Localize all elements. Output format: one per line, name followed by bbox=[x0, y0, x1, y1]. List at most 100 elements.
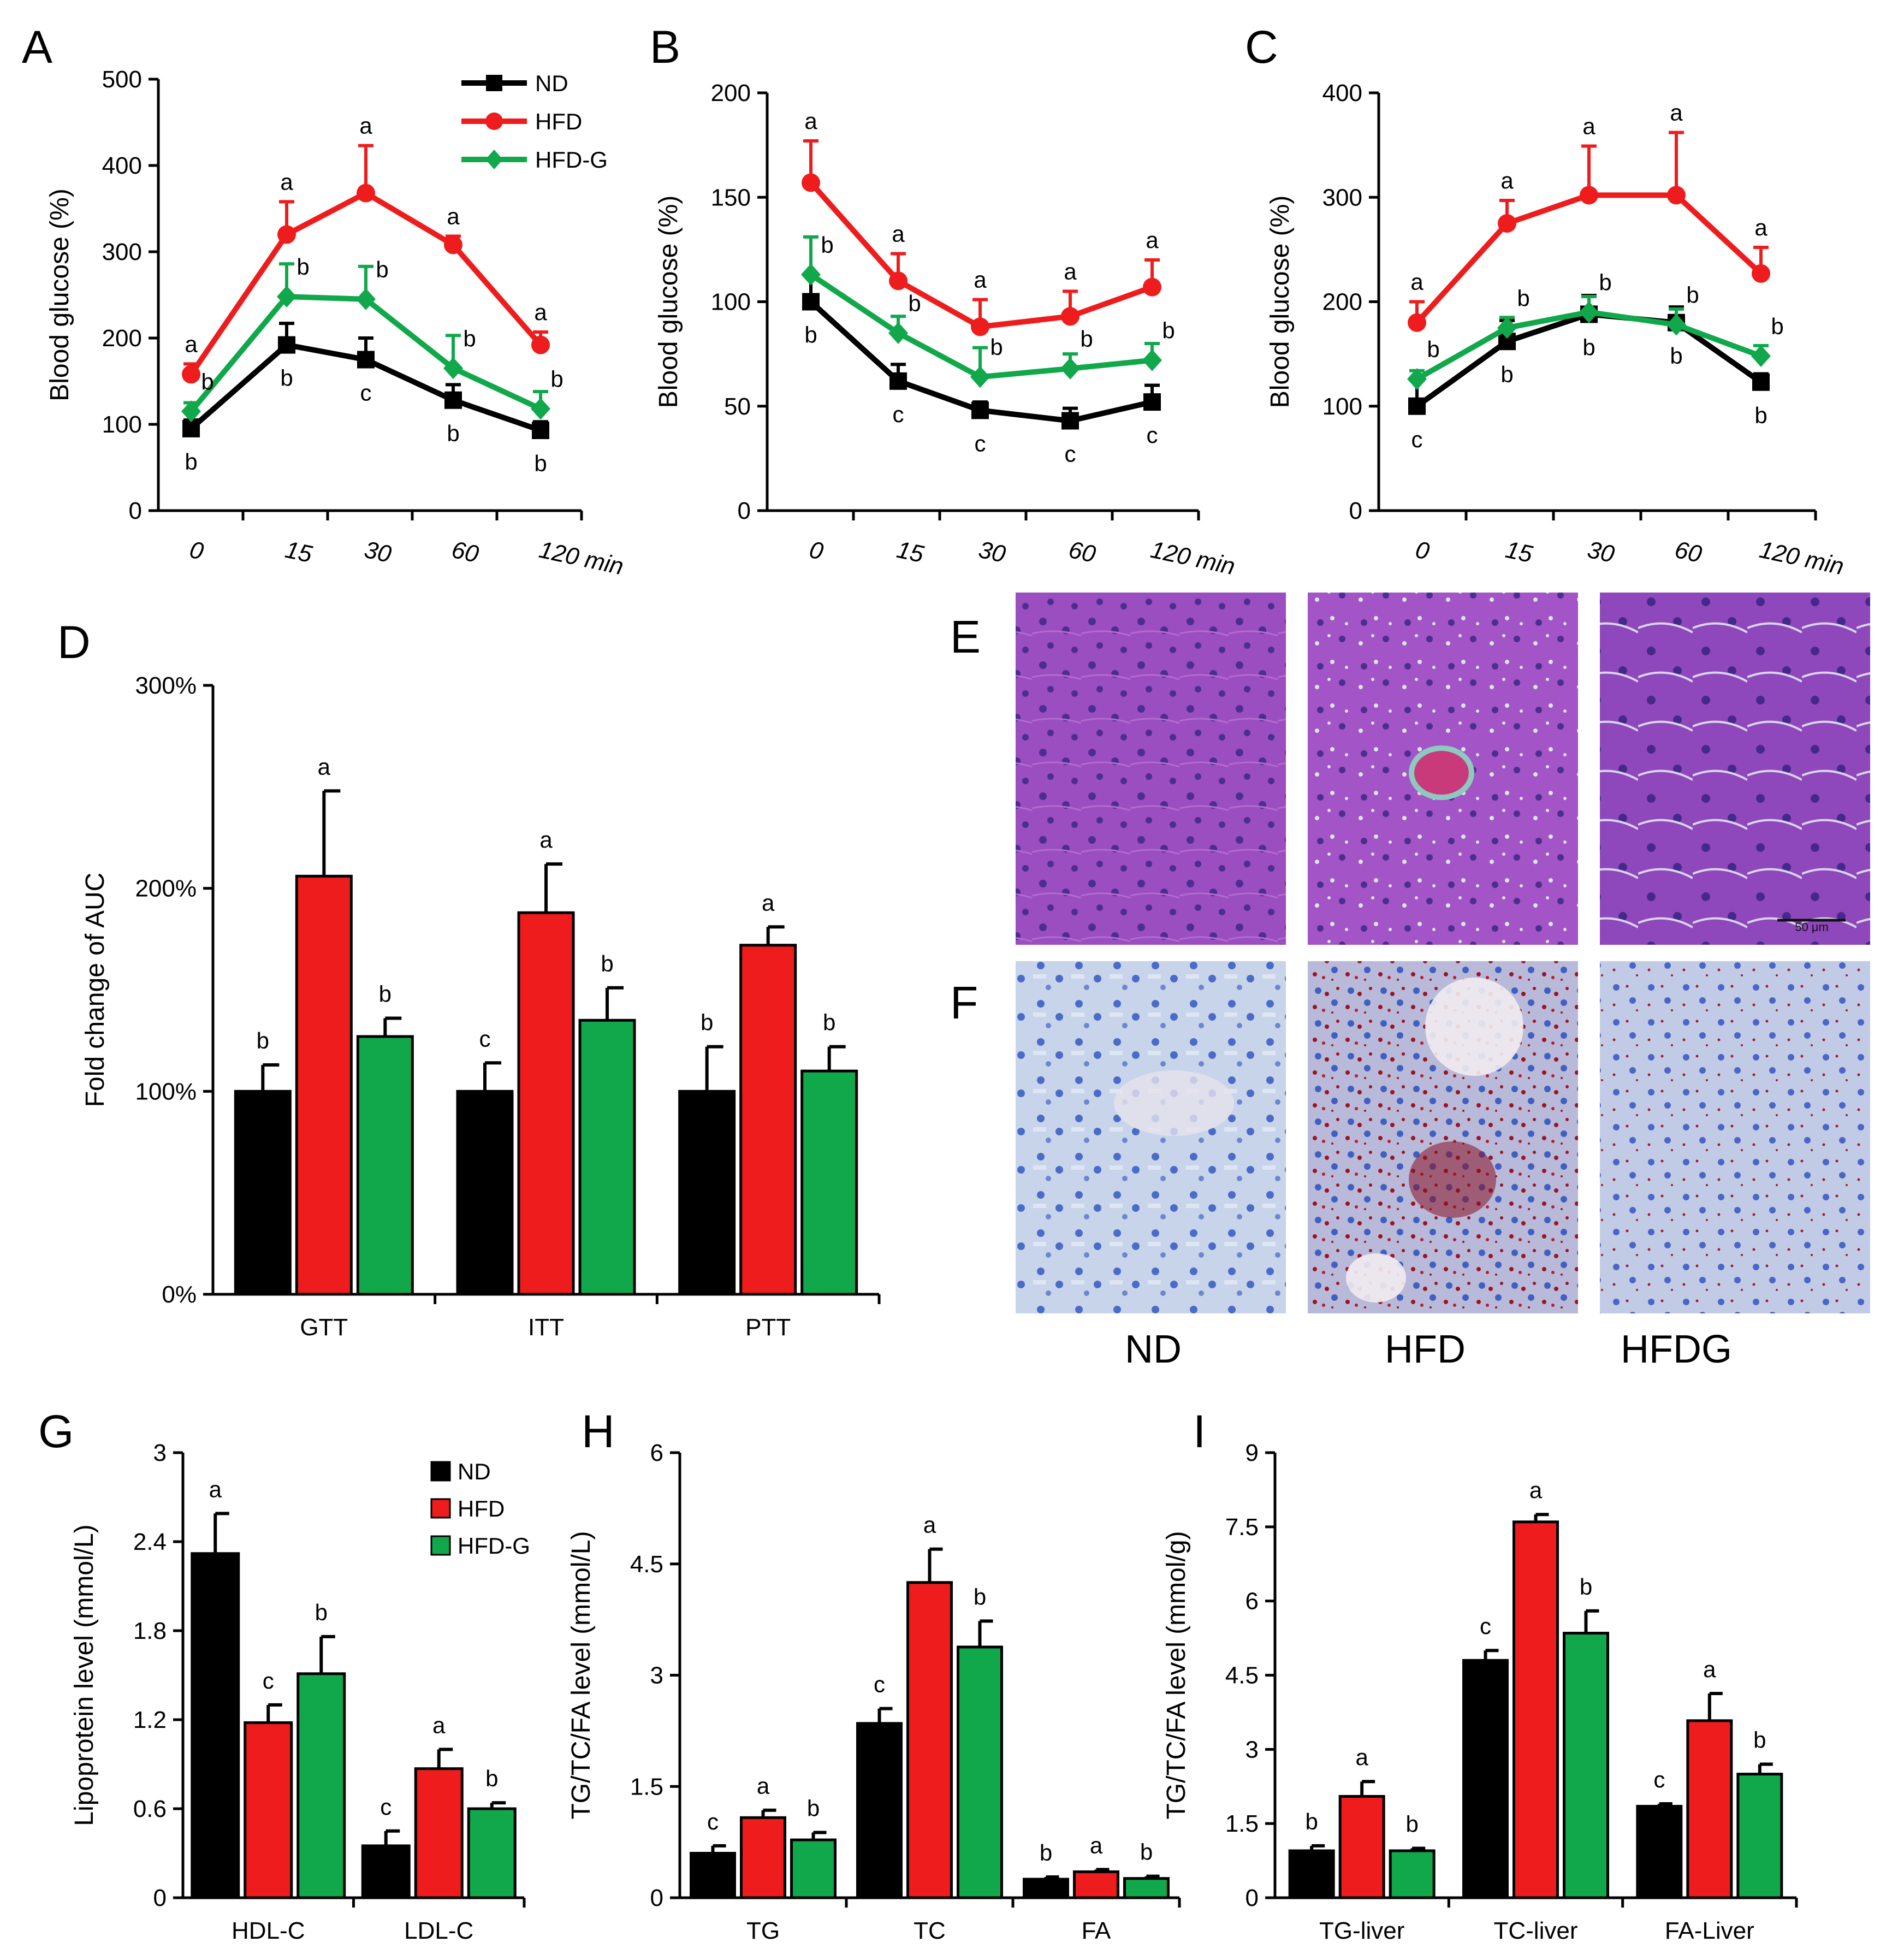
I-sig-label: b bbox=[1753, 1727, 1766, 1753]
A-point bbox=[182, 419, 200, 437]
B-ytick-label: 100 bbox=[711, 289, 751, 316]
G-y-label: Lipoprotein level (mmol/L) bbox=[70, 1524, 99, 1826]
B-y-label: Blood glucose (%) bbox=[654, 196, 683, 408]
micrograph-he-nd bbox=[1016, 593, 1286, 945]
D-bar-HFD-G bbox=[800, 1069, 858, 1296]
D-bar-HFD bbox=[739, 944, 797, 1296]
I-sig-label: b bbox=[1305, 1809, 1318, 1834]
C-point bbox=[1580, 186, 1598, 205]
A-xtick-label: 60 bbox=[449, 536, 482, 568]
C-sig-label: b bbox=[1517, 285, 1529, 311]
B-sig-label: b bbox=[908, 291, 921, 316]
I-bar-HFD bbox=[1513, 1520, 1559, 1899]
C-sig-label: a bbox=[1500, 168, 1514, 193]
B-sig-label: b bbox=[1080, 326, 1093, 352]
D-sig-label: c bbox=[479, 1026, 491, 1051]
C-point bbox=[1579, 301, 1599, 323]
A-sig-label: b bbox=[296, 254, 309, 280]
B-xtick-label: 120 min bbox=[1148, 536, 1237, 580]
vessel-hfd-1 bbox=[1425, 978, 1523, 1076]
D-sig-label: a bbox=[318, 754, 331, 779]
H-sig-label: b bbox=[974, 1584, 986, 1609]
B-sig-label: c bbox=[893, 401, 904, 427]
legend-label-HFD-G: HFD-G bbox=[458, 1533, 530, 1559]
D-y-label: Fold change of AUC bbox=[81, 873, 110, 1108]
I-sig-label: b bbox=[1580, 1574, 1592, 1600]
G-bar-HFD-G bbox=[296, 1672, 346, 1899]
C-xtick-label: 15 bbox=[1503, 536, 1535, 568]
legend-swatch-HFD bbox=[430, 1498, 451, 1519]
panel-label-e: E bbox=[950, 611, 981, 662]
D-sig-label: b bbox=[257, 1028, 269, 1053]
A-xtick-label: 120 min bbox=[537, 536, 626, 580]
C-point bbox=[1667, 186, 1686, 205]
C-sig-label: b bbox=[1771, 313, 1783, 339]
panel-label-g: G bbox=[38, 1406, 74, 1457]
D-sig-label: a bbox=[539, 827, 553, 852]
A-point bbox=[531, 335, 550, 354]
A-sig-label: b bbox=[185, 449, 197, 475]
H-sig-label: c bbox=[874, 1672, 885, 1697]
legend-swatch-ND bbox=[430, 1461, 451, 1482]
lipid-cluster-hfd bbox=[1409, 1141, 1496, 1218]
A-point bbox=[277, 286, 296, 308]
H-ytick-label: 0 bbox=[650, 1885, 663, 1911]
D-ytick-label: 100% bbox=[135, 1078, 197, 1105]
H-category-label: TG bbox=[746, 1917, 780, 1944]
A-sig-label: a bbox=[447, 204, 460, 229]
A-ytick-label: 500 bbox=[102, 66, 142, 93]
C-point bbox=[1752, 264, 1770, 283]
H-sig-label: a bbox=[923, 1512, 936, 1538]
B-point bbox=[1061, 412, 1079, 430]
H-sig-label: a bbox=[757, 1773, 770, 1799]
legend-label-HFD: HFD bbox=[535, 109, 582, 134]
A-sig-label: a bbox=[359, 113, 372, 139]
C-point bbox=[1408, 313, 1426, 332]
D-bar-HFD bbox=[517, 911, 575, 1296]
B-sig-label: b bbox=[821, 232, 833, 258]
B-sig-label: a bbox=[892, 221, 905, 247]
A-point bbox=[356, 288, 376, 310]
C-point bbox=[1497, 317, 1517, 339]
B-sig-label: a bbox=[1146, 227, 1159, 253]
C-ytick-label: 300 bbox=[1322, 184, 1362, 211]
scale-bar-label: 50 μm bbox=[1795, 920, 1829, 934]
G-ytick-label: 2.4 bbox=[133, 1529, 167, 1555]
A-xtick-label: 30 bbox=[362, 536, 394, 568]
D-bar-ND bbox=[456, 1089, 514, 1296]
H-ytick-label: 3 bbox=[650, 1662, 663, 1689]
H-ytick-label: 1.5 bbox=[630, 1773, 663, 1800]
H-bar-HFD-G bbox=[1123, 1877, 1170, 1899]
C-sig-label: b bbox=[1670, 343, 1682, 369]
G-sig-label: c bbox=[380, 1794, 392, 1820]
B-ytick-label: 50 bbox=[724, 393, 751, 420]
H-sig-label: b bbox=[807, 1795, 820, 1821]
A-point bbox=[181, 400, 201, 423]
panel-label-f: F bbox=[950, 977, 978, 1028]
D-bar-ND bbox=[234, 1089, 292, 1296]
C-point bbox=[1751, 345, 1771, 367]
C-point bbox=[1752, 373, 1770, 391]
A-ytick-label: 400 bbox=[102, 152, 142, 179]
B-point bbox=[1143, 393, 1161, 411]
B-ytick-label: 150 bbox=[711, 184, 751, 211]
micrograph-he-hfdg bbox=[1600, 593, 1870, 945]
B-ytick-label: 200 bbox=[711, 80, 751, 106]
C-sig-label: b bbox=[1599, 270, 1611, 295]
micrograph-grid: 50 μm ND HFD HFDG bbox=[1016, 593, 1870, 1371]
D-category-label: GTT bbox=[300, 1314, 348, 1341]
A-sig-label: b bbox=[534, 451, 547, 476]
D-bar-HFD-G bbox=[578, 1019, 636, 1296]
vessel-nd bbox=[1114, 1070, 1234, 1136]
I-ytick-label: 4.5 bbox=[1225, 1662, 1259, 1689]
I-sig-label: b bbox=[1405, 1811, 1418, 1837]
C-sig-label: a bbox=[1754, 215, 1767, 240]
B-xtick-label: 15 bbox=[894, 536, 927, 568]
H-ytick-label: 4.5 bbox=[630, 1551, 663, 1578]
H-bar-ND bbox=[856, 1722, 903, 1899]
D-sig-label: b bbox=[823, 1010, 835, 1035]
C-ytick-label: 100 bbox=[1322, 393, 1362, 420]
G-ytick-label: 0 bbox=[153, 1885, 167, 1911]
I-bar-HFD-G bbox=[1389, 1849, 1436, 1899]
legend-label-HFD-G: HFD-G bbox=[535, 147, 608, 173]
